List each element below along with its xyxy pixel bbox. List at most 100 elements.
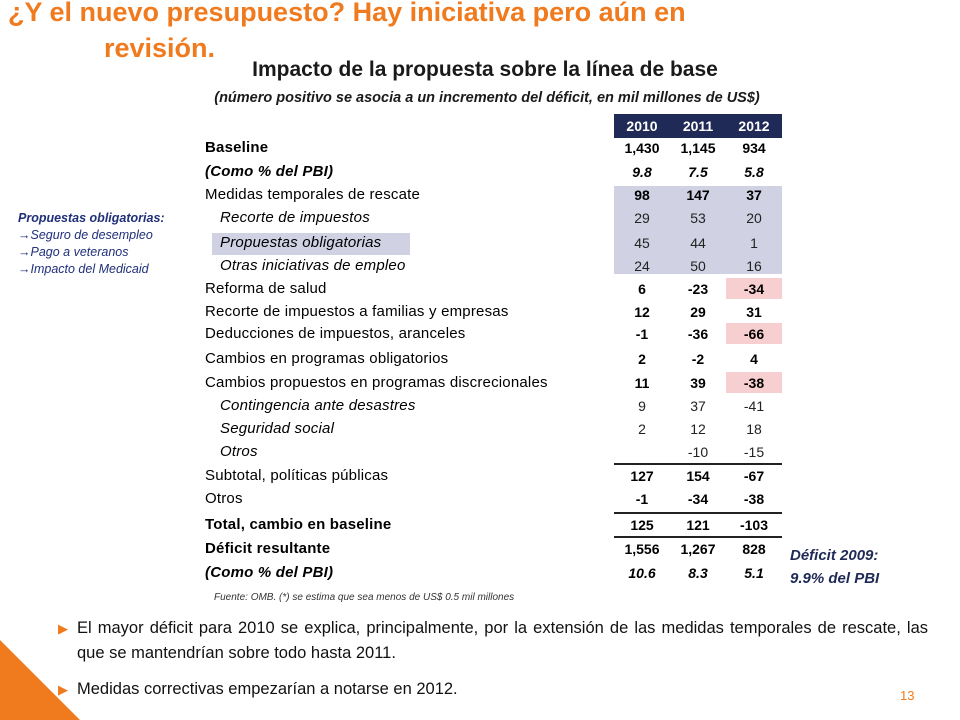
side-note: Propuestas obligatorias: →Seguro de dese… <box>18 210 165 278</box>
table-cell: -66 <box>743 326 765 342</box>
table-cell: -34 <box>687 491 709 507</box>
table-cell: -10 <box>687 444 709 460</box>
table-cell: 53 <box>690 210 706 226</box>
table-cell: -1 <box>635 326 649 342</box>
deficit-note-line1: Déficit 2009: <box>790 547 879 564</box>
table-cell: 121 <box>686 517 710 533</box>
table-cell: -41 <box>743 398 765 414</box>
deficit-note-line2: 9.9% del PBI <box>790 570 880 587</box>
year-header-2010: 2010 <box>614 114 670 138</box>
slide-title-line2: revisión. <box>104 33 216 63</box>
table-cell: 31 <box>746 304 762 320</box>
table-cell: 29 <box>634 210 650 226</box>
row-label-mandatory-program-changes: Cambios en programas obligatorios <box>205 350 449 367</box>
negative-highlight <box>726 278 782 299</box>
row-label-tax-cut: Recorte de impuestos <box>220 209 370 226</box>
row-label-others-sub: Otros <box>220 443 258 460</box>
table-cell: 7.5 <box>688 164 708 180</box>
row-label-tax-deductions: Deducciones de impuestos, aranceles <box>205 325 466 342</box>
table-cell: 5.8 <box>744 164 764 180</box>
rescue-measures-shading <box>614 186 782 274</box>
table-cell: -15 <box>743 444 765 460</box>
row-label-resulting-deficit: Déficit resultante <box>205 540 331 557</box>
table-cell: 934 <box>742 140 766 156</box>
row-label-gdp-percent: (Como % del PBI) <box>205 163 334 180</box>
table-cell: 44 <box>690 235 706 251</box>
row-label-others: Otros <box>205 490 243 507</box>
row-label-mandatory-proposals: Propuestas obligatorias <box>220 234 382 251</box>
row-label-family-business-tax-cut: Recorte de impuestos a familias y empres… <box>205 303 509 320</box>
table-cell: 2 <box>638 351 646 367</box>
table-cell: 12 <box>634 304 650 320</box>
table-cell: 9 <box>638 398 646 414</box>
year-header-2011: 2011 <box>670 114 726 138</box>
table-cell: -23 <box>687 281 709 297</box>
negative-highlight <box>726 372 782 393</box>
arrow-right-icon: → <box>18 245 31 259</box>
bullet-item: ▶ Medidas correctivas empezarían a notar… <box>58 677 928 702</box>
source-note: Fuente: OMB. (*) se estima que sea menos… <box>214 592 515 603</box>
mandatory-proposals-label-highlight <box>212 233 410 255</box>
table-cell: 2 <box>638 421 646 437</box>
table-cell: 10.6 <box>628 565 656 581</box>
table-cell: 9.8 <box>632 164 652 180</box>
table-cell: 6 <box>638 281 646 297</box>
table-cell: 24 <box>634 258 650 274</box>
total-divider <box>614 512 782 514</box>
table-cell: 98 <box>634 187 650 203</box>
table-cell: 1,267 <box>680 541 716 557</box>
table-cell: 125 <box>630 517 654 533</box>
corner-decoration <box>0 640 80 720</box>
table-cell: 50 <box>690 258 706 274</box>
bullet-text: El mayor déficit para 2010 se explica, p… <box>77 619 928 662</box>
table-cell: -38 <box>743 375 765 391</box>
table-cell: 154 <box>686 468 710 484</box>
table-cell: 12 <box>690 421 706 437</box>
table-cell: -2 <box>691 351 705 367</box>
row-label-social-security: Seguridad social <box>220 420 335 437</box>
table-cell: 1,556 <box>624 541 660 557</box>
arrow-right-icon: → <box>18 262 31 276</box>
deficit-divider <box>614 536 782 538</box>
row-label-rescue-measures: Medidas temporales de rescate <box>205 186 421 203</box>
row-label-total: Total, cambio en baseline <box>205 516 392 533</box>
row-label-discretionary-program-changes: Cambios propuestos en programas discreci… <box>205 374 548 391</box>
row-label-employment-initiatives: Otras iniciativas de empleo <box>220 257 406 274</box>
row-label-subtotal: Subtotal, políticas públicas <box>205 467 389 484</box>
row-label-health-reform: Reforma de salud <box>205 280 327 297</box>
table-subtitle: (número positivo se asocia a un incremen… <box>214 90 760 106</box>
bullet-text: Medidas correctivas empezarían a notarse… <box>77 680 458 698</box>
bullet-item: ▶ El mayor déficit para 2010 se explica,… <box>58 616 928 666</box>
table-cell: 1 <box>750 235 758 251</box>
table-cell: 828 <box>742 541 766 557</box>
subtotal-divider <box>614 463 782 465</box>
side-note-item: →Impacto del Medicaid <box>18 262 149 276</box>
table-cell: -1 <box>635 491 649 507</box>
table-cell: 8.3 <box>688 565 708 581</box>
row-label-baseline: Baseline <box>205 139 269 156</box>
table-title: Impacto de la propuesta sobre la línea d… <box>252 58 718 81</box>
slide-title: ¿Y el nuevo presupuesto? Hay iniciativa … <box>8 0 838 66</box>
table-cell: 4 <box>750 351 758 367</box>
table-cell: 1,430 <box>624 140 660 156</box>
arrow-right-icon: → <box>18 228 31 242</box>
table-cell: 11 <box>634 375 650 391</box>
deficit-2009-note: Déficit 2009: 9.9% del PBI <box>790 544 879 590</box>
side-note-item: →Seguro de desempleo <box>18 228 153 242</box>
row-label-disaster-contingency: Contingencia ante desastres <box>220 397 416 414</box>
side-note-heading: Propuestas obligatorias: <box>18 211 165 225</box>
table-cell: -36 <box>687 326 709 342</box>
page-number: 13 <box>900 688 915 703</box>
table-cell: -67 <box>743 468 765 484</box>
table-cell: 37 <box>746 187 762 203</box>
table-cell: 29 <box>690 304 706 320</box>
table-cell: 39 <box>690 375 706 391</box>
side-note-item: →Pago a veteranos <box>18 245 129 259</box>
table-cell: -34 <box>743 281 765 297</box>
table-cell: 18 <box>746 421 762 437</box>
year-header-2012: 2012 <box>726 114 782 138</box>
table-cell: 16 <box>746 258 762 274</box>
row-label-gdp-percent-result: (Como % del PBI) <box>205 564 334 581</box>
table-cell: 1,145 <box>680 140 716 156</box>
table-cell: -38 <box>743 491 765 507</box>
